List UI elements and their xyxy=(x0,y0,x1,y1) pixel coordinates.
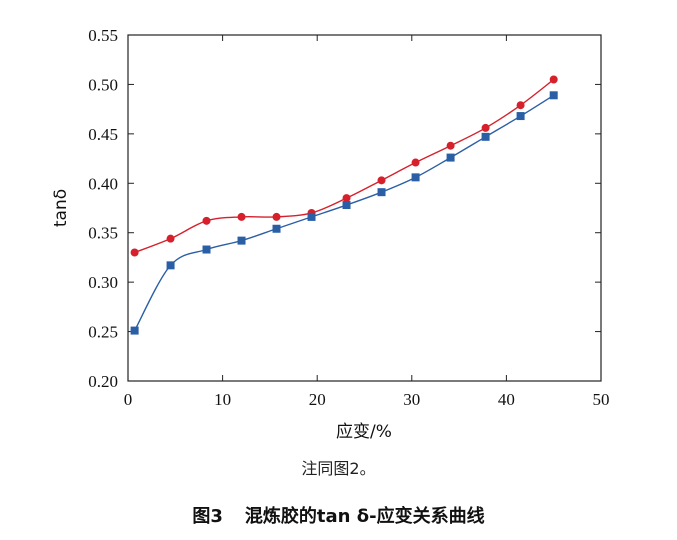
square-series-point-12 xyxy=(549,91,558,100)
circle-series-point-10 xyxy=(481,123,490,132)
circle-series-point-11 xyxy=(516,101,525,110)
circle-series-point-12 xyxy=(549,75,558,84)
circle-series-point-3 xyxy=(237,212,246,221)
y-axis: 0.20 0.25 0.30 0.35 0.40 0.45 0.50 0.55 xyxy=(88,26,601,391)
y-axis-label: tanδ xyxy=(51,189,71,227)
square-series-line xyxy=(134,94,555,331)
circle-series-point-7 xyxy=(377,176,386,185)
square-series-point-6 xyxy=(342,201,351,210)
square-series-point-0 xyxy=(130,326,139,335)
x-axis-label: 应变/% xyxy=(336,422,392,442)
y-tick-label: 0.45 xyxy=(88,125,118,144)
y-tick-label: 0.55 xyxy=(88,26,118,45)
square-series-point-11 xyxy=(516,112,525,121)
x-tick-label: 20 xyxy=(309,390,326,409)
circle-series-line xyxy=(134,78,555,254)
figure-number: 图3 xyxy=(192,506,223,527)
x-tick-label: 40 xyxy=(498,390,515,409)
circle-series-point-1 xyxy=(166,234,175,243)
figure-caption: 图3 混炼胶的tan δ-应变关系曲线 xyxy=(0,502,677,528)
circle-series-point-8 xyxy=(411,158,420,167)
square-series-point-2 xyxy=(202,245,211,254)
series-layer xyxy=(130,75,558,335)
x-tick-label: 0 xyxy=(124,390,133,409)
figure-note: 注同图2。 xyxy=(301,459,376,478)
x-tick-label: 10 xyxy=(214,390,231,409)
plot-frame xyxy=(127,34,602,382)
y-tick-label: 0.25 xyxy=(88,323,118,342)
y-tick-label: 0.30 xyxy=(88,273,118,292)
square-series-point-7 xyxy=(377,188,386,197)
chart: 0.20 0.25 0.30 0.35 0.40 0.45 0.50 0.55 0 10 20 30… xyxy=(51,26,610,442)
figure-title: 混炼胶的tan δ-应变关系曲线 xyxy=(244,506,485,527)
y-tick-label: 0.50 xyxy=(88,75,118,94)
circle-series-point-6 xyxy=(342,194,351,203)
circle-series-point-2 xyxy=(202,216,211,225)
y-tick-label: 0.40 xyxy=(88,174,118,193)
square-series-point-4 xyxy=(272,224,281,233)
circle-series-point-0 xyxy=(130,248,139,257)
square-series-point-5 xyxy=(307,212,316,221)
square-series-point-8 xyxy=(411,173,420,182)
y-tick-label: 0.35 xyxy=(88,224,118,243)
circle-series-point-9 xyxy=(446,141,455,150)
square-series-point-3 xyxy=(237,236,246,245)
x-tick-label: 50 xyxy=(593,390,610,409)
square-series-point-9 xyxy=(446,153,455,162)
square-series-point-1 xyxy=(166,261,175,270)
x-axis: 0 10 20 30 40 50 xyxy=(124,35,610,409)
x-tick-label: 30 xyxy=(403,390,420,409)
square-series-point-10 xyxy=(481,132,490,141)
circle-series-point-4 xyxy=(272,212,281,221)
y-tick-label: 0.20 xyxy=(88,372,118,391)
